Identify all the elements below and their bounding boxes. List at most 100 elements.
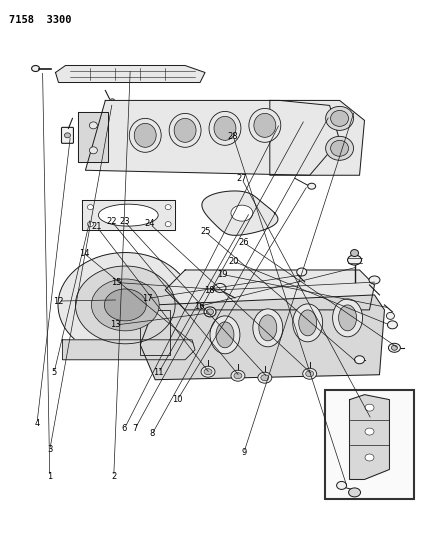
Text: 16: 16 bbox=[194, 302, 205, 311]
Ellipse shape bbox=[351, 249, 359, 256]
Ellipse shape bbox=[32, 66, 39, 71]
Polygon shape bbox=[140, 310, 170, 355]
Ellipse shape bbox=[293, 304, 323, 342]
Text: 2: 2 bbox=[111, 472, 116, 481]
Ellipse shape bbox=[348, 488, 360, 497]
Ellipse shape bbox=[87, 222, 93, 227]
Text: 6: 6 bbox=[122, 424, 127, 433]
FancyBboxPatch shape bbox=[62, 127, 74, 143]
Ellipse shape bbox=[169, 114, 201, 147]
Polygon shape bbox=[350, 394, 389, 480]
Ellipse shape bbox=[174, 118, 196, 142]
Ellipse shape bbox=[392, 345, 398, 350]
Text: 21: 21 bbox=[92, 222, 102, 231]
Ellipse shape bbox=[365, 454, 374, 461]
Ellipse shape bbox=[259, 315, 277, 341]
Text: 25: 25 bbox=[200, 228, 211, 237]
Ellipse shape bbox=[365, 404, 374, 411]
Text: 19: 19 bbox=[217, 270, 228, 279]
Ellipse shape bbox=[58, 253, 193, 357]
Ellipse shape bbox=[333, 299, 363, 337]
Bar bbox=[325, 390, 414, 499]
Ellipse shape bbox=[365, 428, 374, 435]
Text: 27: 27 bbox=[236, 174, 247, 183]
Text: 3: 3 bbox=[47, 446, 53, 455]
Text: 8: 8 bbox=[149, 430, 155, 439]
Text: 26: 26 bbox=[238, 238, 249, 247]
Ellipse shape bbox=[129, 118, 161, 152]
Ellipse shape bbox=[109, 99, 116, 108]
Text: 13: 13 bbox=[110, 320, 121, 329]
Ellipse shape bbox=[201, 366, 215, 377]
Text: 20: 20 bbox=[228, 257, 238, 265]
Text: 5: 5 bbox=[51, 368, 56, 377]
Ellipse shape bbox=[231, 370, 245, 381]
Text: 7158  3300: 7158 3300 bbox=[9, 15, 71, 25]
Text: 9: 9 bbox=[241, 448, 247, 457]
Ellipse shape bbox=[87, 205, 93, 209]
Ellipse shape bbox=[336, 481, 347, 489]
Ellipse shape bbox=[253, 309, 283, 347]
Ellipse shape bbox=[92, 279, 159, 331]
Ellipse shape bbox=[214, 284, 226, 293]
Ellipse shape bbox=[261, 375, 269, 381]
Ellipse shape bbox=[207, 309, 214, 315]
Ellipse shape bbox=[306, 371, 314, 377]
Ellipse shape bbox=[387, 321, 398, 329]
Ellipse shape bbox=[308, 183, 316, 189]
Polygon shape bbox=[78, 112, 108, 162]
Ellipse shape bbox=[204, 307, 216, 317]
Ellipse shape bbox=[210, 316, 240, 354]
Ellipse shape bbox=[89, 122, 98, 129]
Ellipse shape bbox=[330, 110, 348, 126]
Text: 7: 7 bbox=[132, 424, 138, 433]
Text: 14: 14 bbox=[79, 249, 89, 258]
Text: 18: 18 bbox=[205, 286, 215, 295]
Ellipse shape bbox=[249, 108, 281, 142]
Polygon shape bbox=[83, 200, 175, 230]
Polygon shape bbox=[140, 295, 384, 379]
Ellipse shape bbox=[75, 266, 175, 344]
Polygon shape bbox=[270, 100, 365, 175]
Text: 15: 15 bbox=[110, 278, 121, 287]
Polygon shape bbox=[56, 66, 205, 83]
Ellipse shape bbox=[98, 204, 158, 226]
Ellipse shape bbox=[254, 114, 276, 138]
Ellipse shape bbox=[104, 289, 146, 321]
Text: 10: 10 bbox=[172, 395, 183, 404]
Ellipse shape bbox=[330, 140, 348, 156]
Ellipse shape bbox=[299, 310, 317, 336]
Ellipse shape bbox=[89, 147, 98, 154]
Polygon shape bbox=[202, 191, 278, 236]
Polygon shape bbox=[86, 100, 339, 175]
Ellipse shape bbox=[303, 368, 317, 379]
Ellipse shape bbox=[339, 305, 357, 331]
Ellipse shape bbox=[209, 111, 241, 146]
Ellipse shape bbox=[386, 312, 395, 319]
Ellipse shape bbox=[134, 123, 156, 147]
Ellipse shape bbox=[297, 268, 307, 276]
Ellipse shape bbox=[354, 356, 365, 364]
Ellipse shape bbox=[369, 276, 380, 284]
Text: 23: 23 bbox=[119, 217, 130, 226]
Ellipse shape bbox=[204, 369, 212, 375]
Text: 4: 4 bbox=[34, 419, 39, 428]
Ellipse shape bbox=[65, 133, 71, 138]
Ellipse shape bbox=[214, 116, 236, 140]
Ellipse shape bbox=[326, 107, 354, 131]
Ellipse shape bbox=[234, 373, 242, 379]
Text: 1: 1 bbox=[47, 472, 52, 481]
Text: 24: 24 bbox=[145, 220, 155, 229]
Ellipse shape bbox=[216, 322, 234, 348]
Text: 22: 22 bbox=[107, 217, 117, 226]
Polygon shape bbox=[165, 270, 374, 310]
Ellipse shape bbox=[165, 222, 171, 227]
Text: 11: 11 bbox=[153, 368, 164, 377]
Ellipse shape bbox=[258, 372, 272, 383]
Ellipse shape bbox=[348, 255, 362, 265]
Ellipse shape bbox=[389, 343, 400, 352]
Ellipse shape bbox=[231, 205, 253, 221]
Polygon shape bbox=[62, 340, 195, 360]
Text: 17: 17 bbox=[143, 294, 153, 303]
Ellipse shape bbox=[165, 205, 171, 209]
